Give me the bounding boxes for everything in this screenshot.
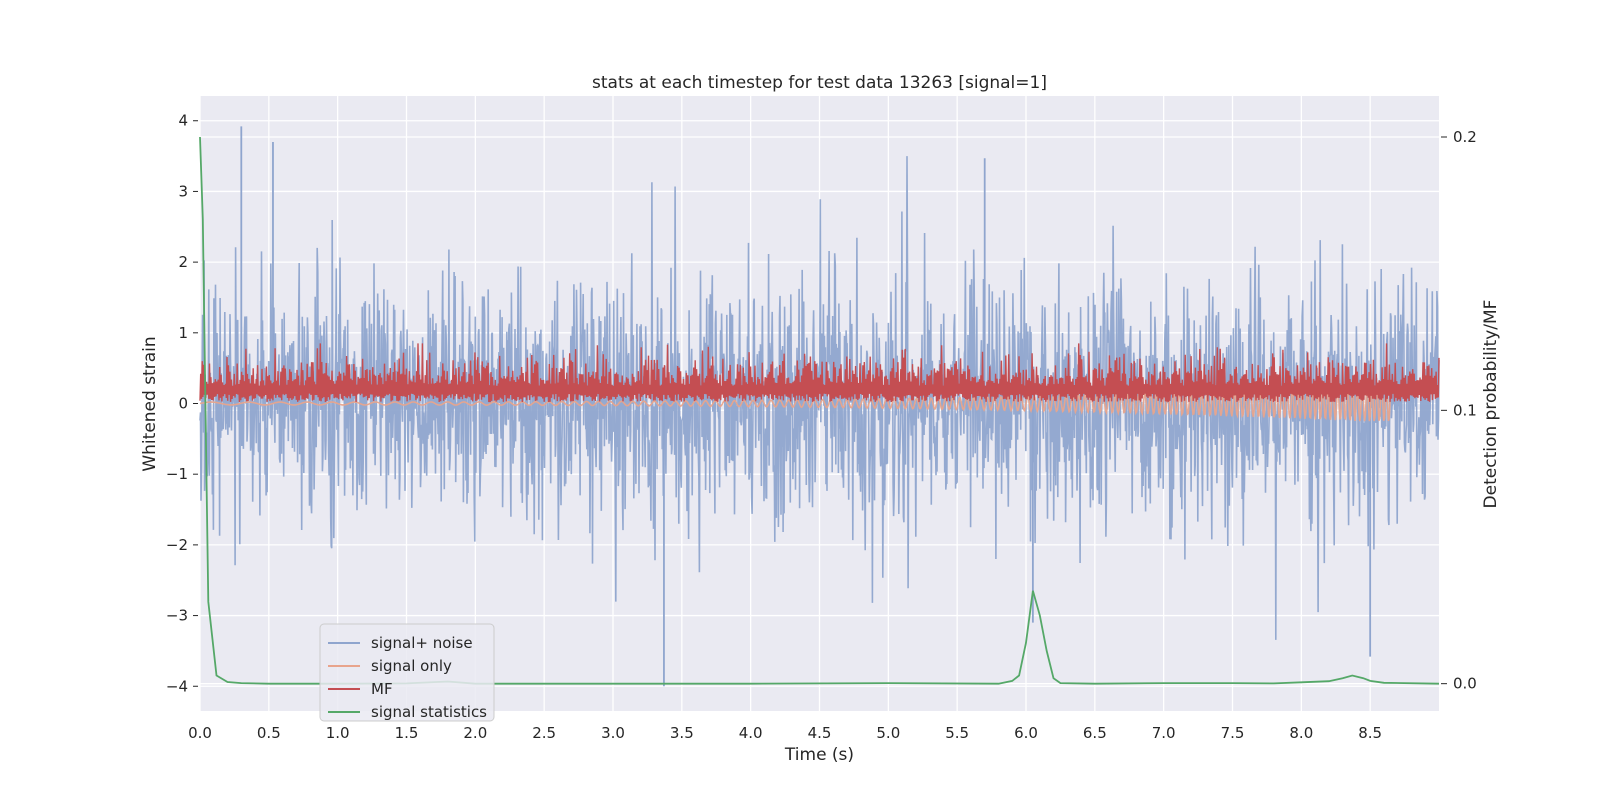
y-tick-label: 4 <box>178 112 188 130</box>
series-layer <box>199 126 1440 687</box>
y-tick-labels: 4 3 2 1 0 −1 −2 −3 −4 <box>166 112 198 695</box>
y-tick-label: −1 <box>166 465 188 483</box>
legend: signal+ noise signal only MF signal statist… <box>319 623 495 722</box>
x-tick-label: 6.0 <box>1014 724 1038 742</box>
y2-tick-label: 0.2 <box>1453 128 1477 146</box>
x-tick-label: 2.5 <box>532 724 556 742</box>
y2-tick-label: 0.1 <box>1453 401 1477 419</box>
y-axis-label: Whitened strain <box>140 336 160 471</box>
y-tick-label: 3 <box>178 182 188 200</box>
legend-label: MF <box>371 680 393 698</box>
signal-statistics-series <box>199 136 1440 685</box>
legend-box <box>319 623 495 722</box>
x-tick-label: 3.0 <box>601 724 625 742</box>
legend-items: signal+ noise signal only MF signal statist… <box>328 634 487 721</box>
mf-series <box>199 343 1440 403</box>
legend-label: signal+ noise <box>371 634 473 652</box>
x-tick-label: 6.5 <box>1083 724 1107 742</box>
x-tick-label: 8.0 <box>1289 724 1313 742</box>
signal-only-series <box>199 385 1392 422</box>
x-tick-label: 2.0 <box>463 724 487 742</box>
x-tick-label: 1.0 <box>326 724 350 742</box>
x-tick-label: 3.5 <box>670 724 694 742</box>
x-tick-label: 8.5 <box>1358 724 1382 742</box>
x-tick-label: 5.5 <box>945 724 969 742</box>
signal-noise-series <box>199 156 1440 640</box>
x-tick-label: 0.5 <box>257 724 281 742</box>
y-tick-label: 0 <box>178 395 188 413</box>
x-tick-label: 4.5 <box>808 724 832 742</box>
y-tick-label: −2 <box>166 536 188 554</box>
x-tick-label: 5.0 <box>876 724 900 742</box>
y-tick-label: 1 <box>178 324 188 342</box>
x-tick-label: 0.0 <box>188 724 212 742</box>
x-tick-label: 7.5 <box>1221 724 1245 742</box>
y-tick-label: −4 <box>166 677 188 695</box>
y2-tick-label: 0.0 <box>1453 675 1477 693</box>
y-tick-label: −3 <box>166 607 188 625</box>
y-tick-label: 2 <box>178 253 188 271</box>
legend-label: signal only <box>371 657 452 675</box>
x-tick-labels: 0.0 0.5 1.0 1.5 2.0 2.5 3.0 3.5 4.0 4.5 5.0 5.5 6.0 6… <box>188 724 1382 742</box>
x-tick-label: 4.0 <box>739 724 763 742</box>
y2-tick-labels: 0.2 0.1 0.0 <box>1441 128 1477 693</box>
legend-label: signal statistics <box>371 703 487 721</box>
chart-title: stats at each timestep for test data 132… <box>592 73 1047 93</box>
x-tick-label: 7.0 <box>1152 724 1176 742</box>
x-axis-label: Time (s) <box>784 745 854 765</box>
y2-axis-label: Detection probability/MF <box>1481 300 1501 509</box>
x-tick-label: 1.5 <box>395 724 419 742</box>
